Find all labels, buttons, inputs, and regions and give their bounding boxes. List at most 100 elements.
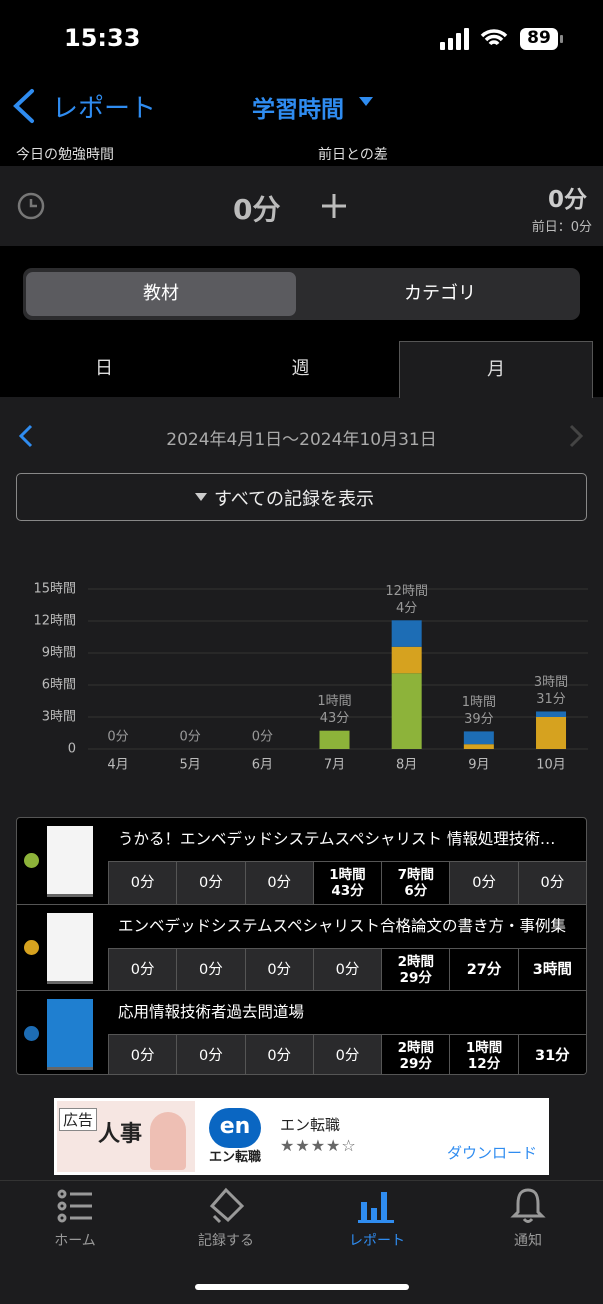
segment-selected[interactable]: 教材 [26,272,296,316]
book-cover [47,826,93,897]
next-arrow[interactable] [566,424,586,448]
cell-text: 29分 [399,970,432,986]
bar-segment [391,620,422,647]
table-cell: 0分 [312,1034,382,1074]
tab-label[interactable]: 記録する [198,1233,254,1249]
x-tick-label: 8月 [396,758,417,773]
book-cover [47,913,93,984]
period-tab-selected[interactable]: 月 [399,341,593,398]
cell-text: 0分 [335,962,360,978]
back-chevron[interactable] [10,88,38,124]
segment[interactable]: カテゴリ [404,283,476,304]
table-cell: 0分 [244,948,313,991]
y-tick-label: 9時間 [42,646,76,661]
cell-text: 12分 [467,1056,501,1072]
today-value: 0分 [233,193,281,226]
ad-badge: 広告 [59,1108,98,1131]
y-tick-label: 12時間 [33,614,76,629]
ad-brand: エン転職 [280,1116,341,1134]
date-range: 2024年4月1日～2024年10月31日 [166,430,437,450]
cell-text: 0分 [267,1048,292,1064]
report-icon[interactable] [357,1188,397,1224]
y-tick-label: 15時間 [33,582,76,597]
bar-segment [319,730,350,749]
button-arrow [195,493,207,501]
cell-text: 0分 [335,1048,360,1064]
table-cell: 0分 [108,861,177,904]
table-cell: 0分 [244,1034,313,1074]
cell-text: 0分 [472,875,496,891]
nav-title[interactable]: 学習時間 [252,97,344,123]
plus-icon [322,194,346,218]
summary-panel [0,166,603,246]
ad-logo-caption: エン転職 [208,1150,261,1165]
series-name: うかる！エンベデッドシステムスペシャリスト 情報処理技術… [118,830,556,848]
cell-text: 2時間 [397,954,434,970]
chart: 0 3時間 6時間 9時間 12時間 15時間 4月 0分 5月 0分 6月 0分 7月 1時間 43分 8月… [33,582,588,773]
table-row[interactable]: うかる！エンベデッドシステムスペシャリスト 情報処理技術… 0分 0分 0分 1時間 43… [17,818,586,904]
bar-total-label: 12時間 [385,584,428,599]
status-time: 15:33 [64,24,141,52]
show-all-label: すべての記録を表示 [214,489,375,510]
series-dot [24,853,39,868]
prev-arrow[interactable] [16,424,36,448]
cell-text: 1時間 [465,1040,503,1056]
dropdown-arrow[interactable] [358,96,374,108]
record-icon[interactable] [206,1186,246,1226]
diff-label: 前日との差 [318,147,388,163]
bar-segment [463,744,494,749]
ad-cta[interactable]: ダウンロード [446,1144,537,1162]
table-cell: 1時間 12分 [449,1034,518,1074]
bar-total-label: 4分 [396,601,417,616]
bar-total-label: 43分 [320,711,350,726]
ad-headline: 人事 [98,1122,143,1147]
cell-text: 0分 [199,962,223,978]
table-cell: 27分 [449,948,518,991]
table-cell: 0分 [108,1034,177,1074]
x-tick-label: 6月 [252,758,273,773]
home-icon[interactable] [56,1188,96,1224]
tab-label-active[interactable]: レポート [349,1233,405,1249]
cell-text: 0分 [130,1048,155,1064]
bar-total-label: 39分 [464,712,494,727]
ad-stars: ★★★★☆ [280,1136,357,1155]
cell-text: 0分 [199,875,223,891]
show-all-button[interactable] [16,473,587,521]
table-cell: 0分 [517,861,586,904]
battery-level: 89 [527,28,551,48]
table-cell: 0分 [312,948,382,991]
tab-label[interactable]: 通知 [514,1233,542,1249]
y-tick-label: 3時間 [42,710,76,725]
notification-icon[interactable] [510,1186,546,1226]
bar-total-label: 3時間 [534,675,568,690]
table-row[interactable]: エンベデッドシステムスペシャリスト合格論文の書き方・事例集 0分 0分 0分 0分 2時間… [17,904,586,991]
table-cell: 2時間 29分 [381,1034,450,1074]
table-cell: 2時間 29分 [381,948,450,991]
bar-total-label: 31分 [536,692,566,707]
cell-text: 6分 [404,883,428,899]
series-name: エンベデッドシステムスペシャリスト合格論文の書き方・事例集 [118,917,566,935]
y-tick-label: 6時間 [42,678,76,693]
cell-text: 0分 [199,1048,223,1064]
period-tab[interactable]: 日 [95,358,113,379]
diff-value: 0分 [547,187,587,213]
cell-text: 0分 [267,875,292,891]
back-button[interactable]: レポート [52,94,157,124]
cell-text: 27分 [466,962,502,978]
tab-label[interactable]: ホーム [54,1233,96,1249]
cell-text: 7時間 [397,867,434,883]
cell-text: 31分 [535,1048,570,1064]
cell-text: 43分 [331,883,364,899]
table-cell: 31分 [517,1034,586,1074]
cell-text: 3時間 [532,962,572,978]
today-label: 今日の勉強時間 [16,147,114,163]
period-tab[interactable]: 週 [291,358,310,379]
x-tick-label: 10月 [536,758,566,773]
table-row[interactable]: 応用情報技術者過去問道場 0分 0分 0分 0分 2時間 29分 1時間 12分 31分 [17,990,586,1074]
cell-text: 0分 [267,962,292,978]
tab-bar [0,1180,603,1304]
bar-total-label: 0分 [252,730,273,745]
status-icons [440,28,563,50]
bar-total-label: 0分 [107,730,128,745]
